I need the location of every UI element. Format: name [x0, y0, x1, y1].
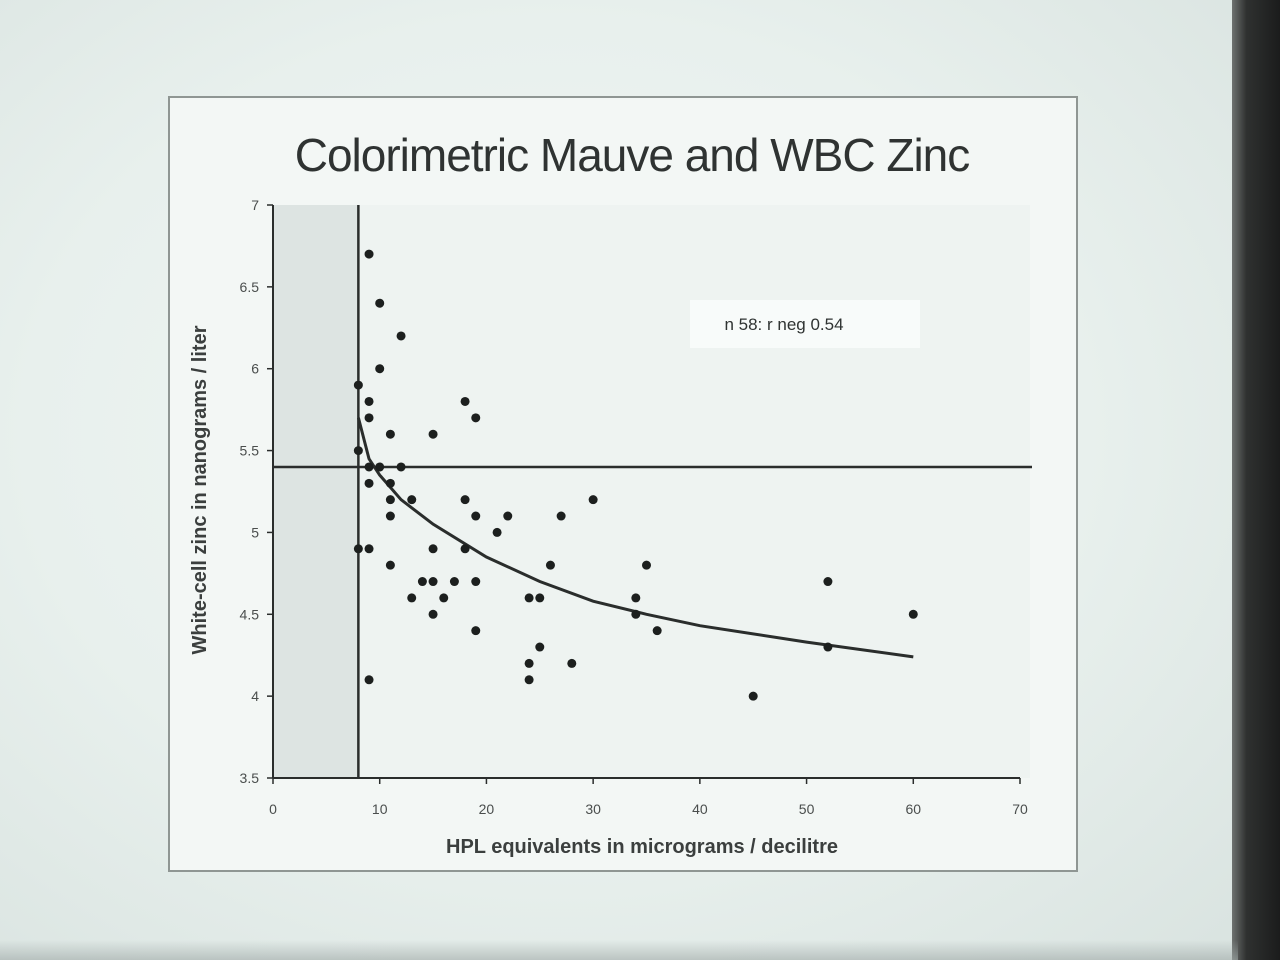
data-point — [460, 544, 470, 554]
x-tick-label: 70 — [1012, 801, 1028, 817]
y-tick-label: 7 — [251, 197, 259, 213]
left-shade — [273, 205, 358, 778]
data-point — [631, 609, 641, 619]
data-point — [439, 593, 449, 603]
data-point — [417, 577, 427, 587]
data-point — [407, 593, 417, 603]
data-point — [471, 626, 481, 636]
data-point — [503, 511, 513, 521]
data-point — [364, 413, 374, 423]
data-point — [823, 577, 833, 587]
y-tick-label: 3.5 — [240, 770, 260, 786]
data-point — [524, 658, 534, 668]
data-point — [353, 380, 363, 390]
data-point — [748, 691, 758, 701]
x-tick-label: 10 — [372, 801, 388, 817]
data-point — [492, 527, 502, 537]
data-point — [353, 446, 363, 456]
data-point — [428, 577, 438, 587]
data-point — [385, 478, 395, 488]
data-point — [449, 577, 459, 587]
data-point — [460, 396, 470, 406]
data-point — [823, 642, 833, 652]
data-point — [588, 495, 598, 505]
y-tick-label: 4 — [251, 688, 259, 704]
data-point — [364, 478, 374, 488]
y-tick-label: 4.5 — [240, 606, 260, 622]
data-point — [375, 364, 385, 374]
x-tick-label: 0 — [269, 801, 277, 817]
correlation-annotation: n 58: r neg 0.54 — [724, 315, 843, 334]
data-point — [385, 429, 395, 439]
floor-shadow — [0, 940, 1238, 960]
x-tick-label: 60 — [905, 801, 921, 817]
y-axis-label: White-cell zinc in nanograms / liter — [189, 325, 211, 654]
data-point — [396, 331, 406, 341]
data-point — [471, 577, 481, 587]
x-tick-label: 30 — [585, 801, 601, 817]
annotation-box — [690, 300, 920, 348]
data-point — [428, 544, 438, 554]
data-point — [908, 609, 918, 619]
data-point — [428, 429, 438, 439]
x-axis-label: HPL equivalents in micrograms / decilitr… — [446, 836, 838, 858]
data-point — [524, 675, 534, 685]
y-tick-label: 5.5 — [240, 443, 260, 459]
data-point — [385, 495, 395, 505]
x-tick-label: 20 — [479, 801, 495, 817]
plot-area — [273, 205, 1030, 778]
data-point — [535, 642, 545, 652]
data-point — [364, 544, 374, 554]
data-point — [471, 511, 481, 521]
data-point — [353, 544, 363, 554]
data-point — [375, 462, 385, 472]
scatter-chart: 0 10 20 30 40 50 60 70 3.5 4 4.5 5 5.5 6 6.5 7 White-ce… — [189, 197, 1032, 858]
data-point — [471, 413, 481, 423]
data-point — [364, 249, 374, 259]
data-point — [407, 495, 417, 505]
x-tick-label: 40 — [692, 801, 708, 817]
data-point — [545, 560, 555, 570]
data-point — [642, 560, 651, 570]
data-point — [375, 298, 385, 308]
chart-title: Colorimetric Mauve and WBC Zinc — [294, 129, 971, 181]
data-point — [556, 511, 566, 521]
data-point — [631, 593, 641, 603]
data-point — [364, 675, 374, 685]
y-tick-label: 5 — [251, 524, 259, 540]
data-point — [364, 462, 374, 472]
data-point — [428, 609, 438, 619]
screen-edge — [1232, 0, 1280, 960]
data-point — [364, 396, 374, 406]
data-point — [567, 658, 577, 668]
data-point — [396, 462, 406, 472]
y-tick-label: 6 — [251, 361, 259, 377]
trend-curve — [356, 417, 914, 659]
data-point — [652, 626, 662, 636]
data-point — [535, 593, 545, 603]
data-point — [524, 593, 534, 603]
data-point — [385, 511, 395, 521]
data-point — [385, 560, 395, 570]
y-tick-label: 6.5 — [240, 279, 260, 295]
data-point — [460, 495, 470, 505]
x-tick-label: 50 — [799, 801, 815, 817]
